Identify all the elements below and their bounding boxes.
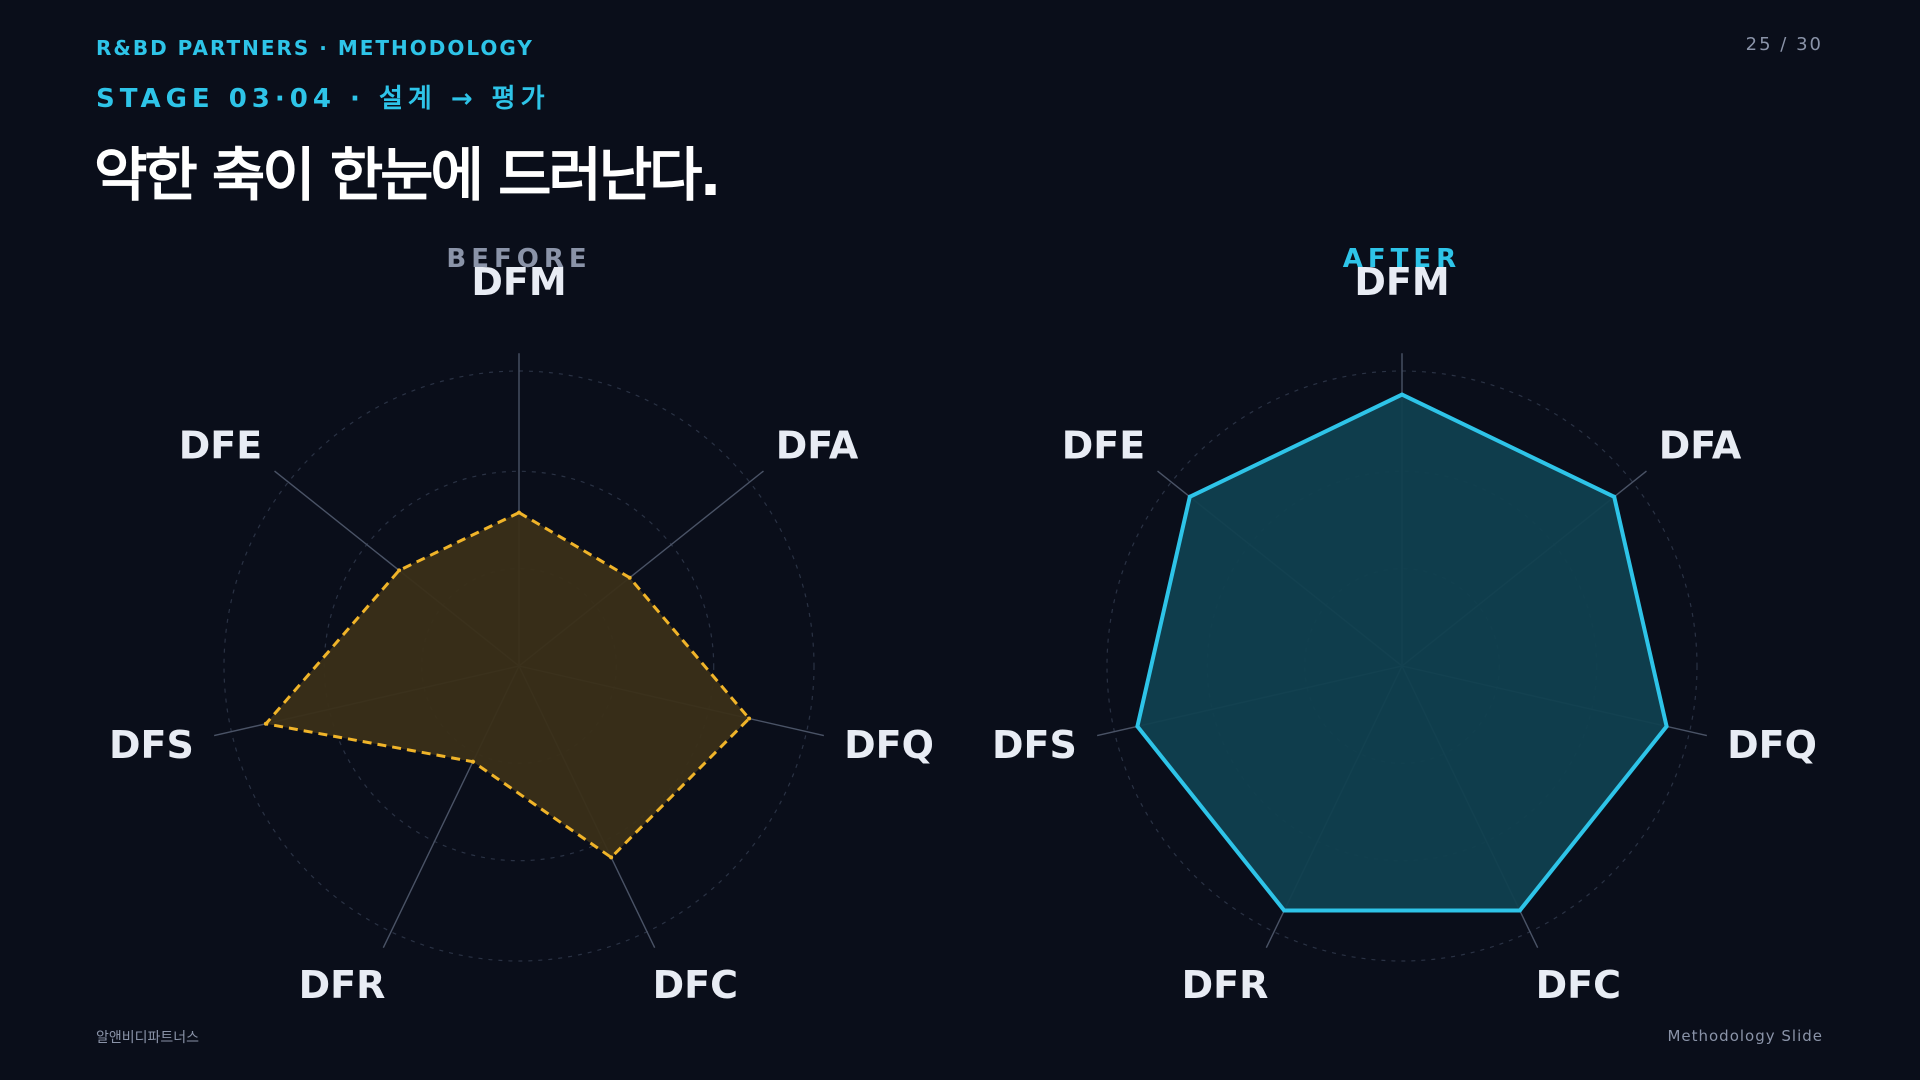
data-point-dfq (747, 716, 752, 721)
grid-ring-3 (1106, 370, 1698, 962)
axis-label-dfq: DFQ (1727, 723, 1817, 767)
data-point-dfs (1135, 724, 1140, 729)
series-polygon (1135, 392, 1669, 913)
axis-label-dfr: DFR (299, 963, 386, 1007)
data-point-dfa (1612, 494, 1617, 499)
panel-title: AFTER (1343, 244, 1461, 274)
axis-label-dfr: DFR (1182, 963, 1269, 1007)
axis-label-dfc: DFC (1536, 963, 1621, 1007)
data-point-dfm (1400, 392, 1404, 397)
axis-label-dfm: DFM (471, 260, 566, 304)
data-point-dfc (1517, 908, 1522, 913)
footer-company: 알앤비디파트너스 (96, 1030, 200, 1046)
axis-label-dfa: DFA (776, 423, 859, 467)
data-point-dfe (1187, 494, 1192, 499)
data-point-dfe (397, 568, 402, 573)
stage-label: STAGE 03·04 · 설계 → 평가 (96, 84, 550, 114)
data-point-dfc (609, 855, 614, 860)
slide-title: 약한 축이 한눈에 드러난다. (94, 141, 722, 209)
axis-label-dfc: DFC (653, 963, 738, 1007)
axis-label-dfm: DFM (1354, 260, 1449, 304)
page-number: 25 / 30 (1745, 34, 1823, 55)
axis-label-dfa: DFA (1659, 423, 1742, 467)
brand-label: R&BD PARTNERS · METHODOLOGY (96, 36, 534, 60)
data-point-dfs (263, 721, 268, 726)
data-point-dfr (1282, 908, 1287, 913)
axis-label-dfs: DFS (992, 723, 1077, 767)
panel-title: BEFORE (446, 244, 591, 274)
axis-label-dfe: DFE (179, 423, 262, 467)
grid-ring-3 (223, 370, 815, 962)
footer-slide-type: Methodology Slide (1667, 1027, 1823, 1045)
axis-label-dfq: DFQ (844, 723, 934, 767)
data-point-dfm (517, 510, 521, 515)
series-polygon (264, 511, 751, 859)
data-point-dfr (470, 759, 475, 764)
axis-label-dfe: DFE (1062, 423, 1145, 467)
data-point-dfq (1664, 724, 1669, 729)
axis-label-dfs: DFS (109, 723, 194, 767)
data-point-dfa (627, 575, 632, 580)
